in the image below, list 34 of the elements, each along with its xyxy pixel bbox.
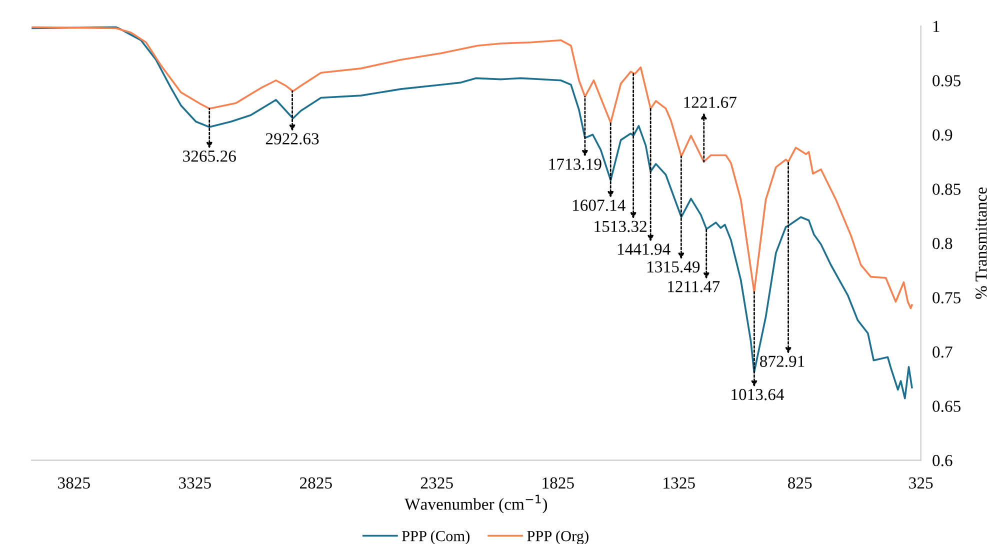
y-tick-label: 0.95 <box>932 75 960 86</box>
x-tick-label: 2825 <box>300 477 332 489</box>
y-tick-label: 0.85 <box>932 184 960 195</box>
annotation: 1607.14 <box>573 200 626 211</box>
line-series <box>32 26 913 400</box>
legend-label: PPP (Com) <box>402 530 470 544</box>
annotation: 2922.63 <box>266 133 319 144</box>
annotation: 1513.32 <box>594 220 646 232</box>
annotation: 1221.67 <box>684 96 736 108</box>
y-tick-label: 1 <box>933 20 940 32</box>
y-tick-label: 0.65 <box>932 400 960 412</box>
x-tick-label: 3325 <box>179 477 211 489</box>
y-tick-label: 0.7 <box>932 346 952 358</box>
annotation: 1013.64 <box>732 388 784 400</box>
annotation: 1713.19 <box>549 158 602 170</box>
x-tick-label: 2325 <box>420 477 453 489</box>
x-tick-label: 325 <box>909 477 933 489</box>
y-tick-label: 0.6 <box>932 454 952 466</box>
y-axis-title: % Transmittance <box>976 187 987 299</box>
y-tick-label: 0.8 <box>932 238 952 250</box>
annotation: 1315.49 <box>648 261 700 273</box>
legend-label: PPP (Org) <box>527 530 588 544</box>
annotation: 1211.47 <box>668 281 720 292</box>
x-tick-label: 1825 <box>542 477 574 489</box>
annotation: 3265.26 <box>183 150 236 162</box>
annotation: 872.91 <box>760 356 804 368</box>
x-axis-title: Wavenumber (cm$^{−1}$) <box>404 494 548 514</box>
x-tick-label: 825 <box>788 477 812 489</box>
y-tick-label: 0.9 <box>932 129 952 141</box>
x-tick-label: 1325 <box>664 477 695 489</box>
line-series <box>32 26 913 310</box>
annotation: 1441.94 <box>618 244 670 255</box>
x-tick-label: 3825 <box>58 477 90 489</box>
y-tick-label: 0.75 <box>932 292 960 304</box>
